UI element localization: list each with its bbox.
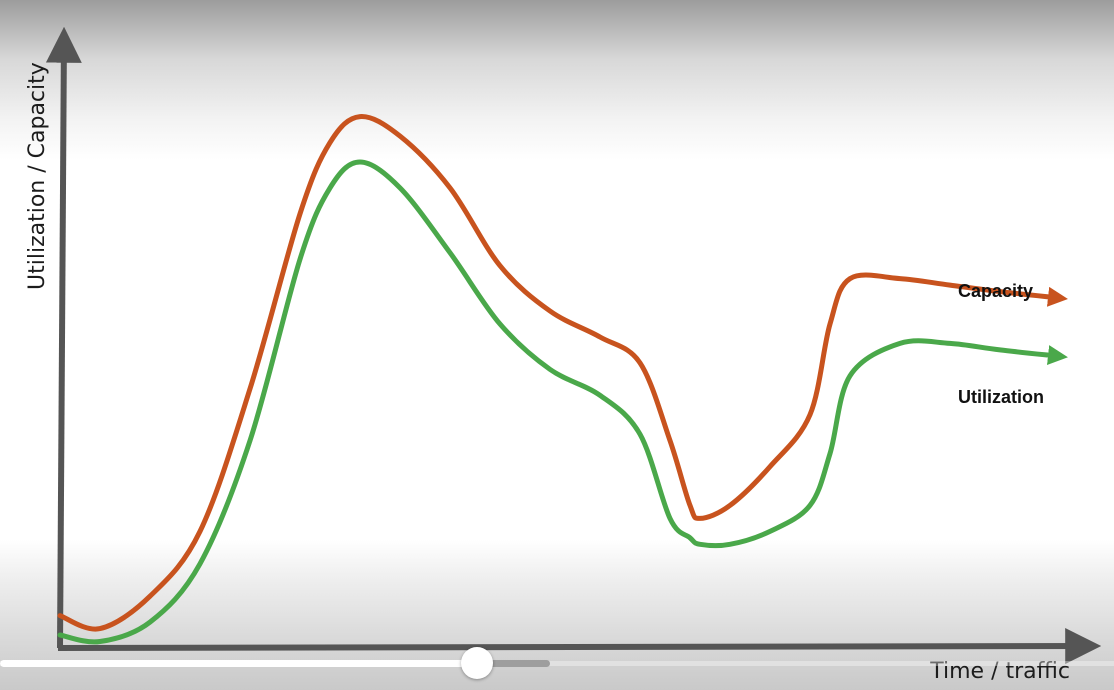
x-axis <box>57 628 1102 665</box>
y-axis <box>45 26 82 649</box>
y-axis-title: Utilization / Capacity <box>25 62 50 290</box>
series-label-capacity: Capacity <box>958 281 1033 301</box>
video-progress-bar[interactable] <box>0 647 1114 679</box>
progress-track <box>0 661 1114 666</box>
series-line-capacity <box>57 114 1068 632</box>
progress-handle[interactable] <box>460 647 493 679</box>
series-label-utilization: Utilization <box>958 387 1044 407</box>
progress-played <box>0 660 477 667</box>
series-line-utilization <box>57 159 1068 645</box>
x-axis-title: Time / traffic <box>929 659 1070 684</box>
